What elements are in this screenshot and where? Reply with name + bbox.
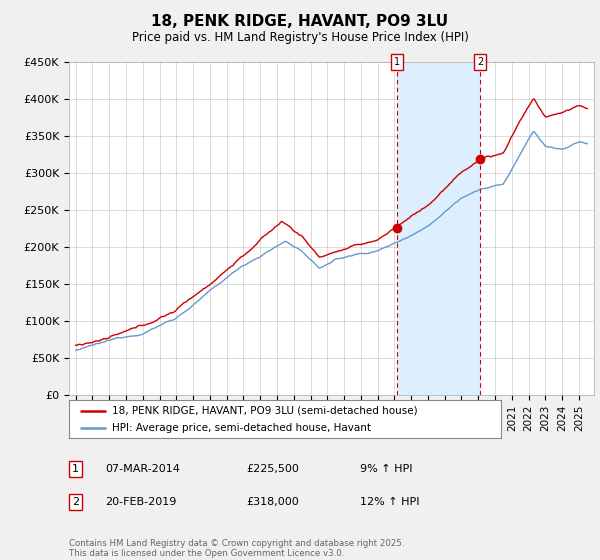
Text: 18, PENK RIDGE, HAVANT, PO9 3LU (semi-detached house): 18, PENK RIDGE, HAVANT, PO9 3LU (semi-de…: [112, 405, 418, 416]
Text: £318,000: £318,000: [246, 497, 299, 507]
Text: 1: 1: [72, 464, 79, 474]
Text: HPI: Average price, semi-detached house, Havant: HPI: Average price, semi-detached house,…: [112, 423, 371, 433]
Text: 1: 1: [394, 57, 400, 67]
Text: 20-FEB-2019: 20-FEB-2019: [105, 497, 176, 507]
Text: £225,500: £225,500: [246, 464, 299, 474]
Text: Contains HM Land Registry data © Crown copyright and database right 2025.
This d: Contains HM Land Registry data © Crown c…: [69, 539, 404, 558]
Text: Price paid vs. HM Land Registry's House Price Index (HPI): Price paid vs. HM Land Registry's House …: [131, 31, 469, 44]
Text: 2: 2: [72, 497, 79, 507]
Text: 9% ↑ HPI: 9% ↑ HPI: [360, 464, 413, 474]
Text: 12% ↑ HPI: 12% ↑ HPI: [360, 497, 419, 507]
Bar: [397, 62, 481, 395]
Text: 07-MAR-2014: 07-MAR-2014: [105, 464, 180, 474]
Text: 2: 2: [478, 57, 484, 67]
Text: 18, PENK RIDGE, HAVANT, PO9 3LU: 18, PENK RIDGE, HAVANT, PO9 3LU: [151, 14, 449, 29]
